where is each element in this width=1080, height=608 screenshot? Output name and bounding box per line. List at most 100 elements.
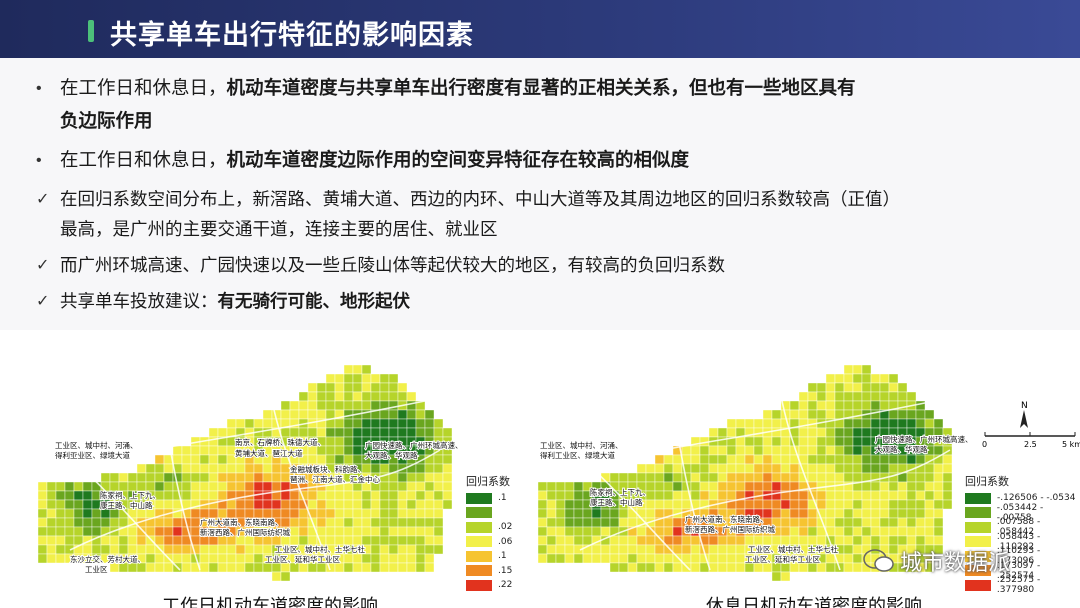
map-cell [852,544,863,555]
map-cell [199,463,210,474]
map-cell [190,445,201,456]
map-cell [762,562,773,573]
map-cell [415,526,426,537]
map-cell [672,544,683,555]
map-cell [888,409,899,420]
map-cell [663,544,674,555]
map-annotation: 南京、石牌桥、珠德大道、 [235,437,325,447]
map-cell [924,463,935,474]
map-cell [253,472,264,483]
map-cell [424,409,435,420]
map-cell [82,544,93,555]
map-cell [906,526,917,537]
map-cell [172,526,183,537]
map-cell [852,472,863,483]
map-cell [397,553,408,564]
map-cell [145,544,156,555]
map-cell [852,517,863,528]
map-cell [289,526,300,537]
map-annotation: 工业区、城中村、河涌、 [540,440,623,450]
map-annotation: 康王路、中山路 [100,500,153,510]
map-cell [271,499,282,510]
map-cell [181,544,192,555]
map-cell [37,490,48,501]
map-cell [843,373,854,384]
map-cell [145,562,156,573]
map-caption-weekend: 休息日机动车道密度的影响 [706,596,922,608]
map-cell [298,562,309,573]
map-cell [388,544,399,555]
map-cell [906,472,917,483]
map-cell [627,562,638,573]
map-cell [807,472,818,483]
map-cell [843,517,854,528]
map-cell [780,517,791,528]
map-cell [91,544,102,555]
map-cell [154,481,165,492]
map-cell [64,499,75,510]
map-cell [825,391,836,402]
map-cell [37,526,48,537]
map-cell [789,490,800,501]
map-cell [573,499,584,510]
map-cell [762,472,773,483]
legend-item [466,506,512,521]
map-cell [208,454,219,465]
map-cell [762,481,773,492]
map-cell [172,544,183,555]
map-cell [433,499,444,510]
legend-label: .06 [498,536,513,547]
map-cell [708,490,719,501]
map-cell [118,481,129,492]
map-cell [415,427,426,438]
legend-weekday: 回归系数 .1 .02 .06 .1 .15 .22 [466,473,512,593]
map-cell [91,526,102,537]
map-cell [316,526,327,537]
map-cell [708,454,719,465]
map-cell [343,517,354,528]
map-cell [825,553,836,564]
watermark-text: 城市数据派 [900,551,1011,576]
map-cell [546,508,557,519]
map-cell [64,490,75,501]
map-cell [379,517,390,528]
map-cell [645,562,656,573]
map-cell [379,418,390,429]
map-cell [415,481,426,492]
map-cell [834,463,845,474]
map-cell [352,382,363,393]
map-cell [825,499,836,510]
map-cell [154,553,165,564]
map-cell [708,427,719,438]
map-cell [573,490,584,501]
map-cell [334,517,345,528]
map-cell [843,499,854,510]
map-cell [163,517,174,528]
map-annotation: 工业区、城中村、河涌、 [55,440,138,450]
map-cell [316,508,327,519]
legend-item: .1 [466,549,512,564]
map-cell [199,445,210,456]
map-cell [379,544,390,555]
map-cell [744,535,755,546]
map-cell [699,472,710,483]
map-cell [334,508,345,519]
map-annotation: 东沙立交、芳村大道、 [70,554,145,564]
map-cell [307,445,318,456]
map-cell [370,382,381,393]
map-cell [199,544,210,555]
map-cell [915,508,926,519]
map-cell [424,472,435,483]
map-cell [645,544,656,555]
map-cell [870,418,881,429]
map-cell [852,373,863,384]
map-cell [717,454,728,465]
wechat-icon [863,549,894,572]
map-annotation: 康王路、中山路 [590,497,643,507]
map-cell [645,472,656,483]
map-cell [690,445,701,456]
map-cell [289,499,300,510]
map-cell [888,418,899,429]
map-cell [555,526,566,537]
map-cell [555,517,566,528]
